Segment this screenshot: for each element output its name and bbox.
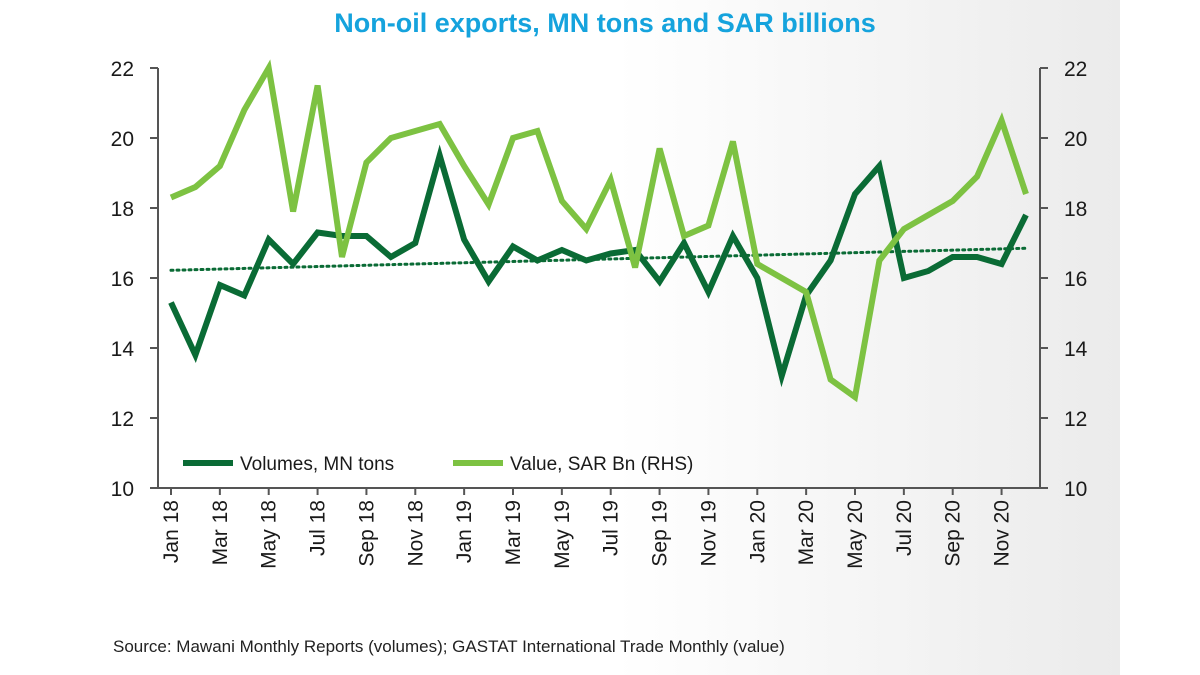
legend-label-volumes: Volumes, MN tons	[240, 454, 394, 475]
right-y-tick-label: 14	[1064, 338, 1088, 361]
x-tick-label: Sep 19	[649, 500, 672, 567]
x-tick-label: Nov 18	[404, 500, 427, 567]
series-line-value	[169, 59, 1029, 403]
right-y-tick-label: 16	[1064, 268, 1087, 291]
x-tick-label: Jan 19	[453, 500, 476, 563]
left-y-tick-label: 14	[111, 338, 135, 361]
series-layer	[168, 59, 1029, 403]
left-y-tick-label: 22	[111, 58, 134, 81]
x-tick-label: Jul 19	[600, 500, 623, 556]
x-tick-labels: Jan 18 Mar 18 May 18 Jul 18 Sep 18 Nov 18 Jan …	[160, 488, 1014, 569]
x-tick-label: Jan 20	[746, 500, 769, 563]
right-y-tick-labels: 10 12 14 16 18 20 22	[1040, 58, 1088, 501]
legend: Volumes, MN tons Value, SAR Bn (RHS)	[183, 454, 693, 475]
x-tick-label: Mar 18	[209, 500, 232, 565]
legend-label-value: Value, SAR Bn (RHS)	[510, 454, 693, 475]
x-tick-label: Sep 20	[942, 500, 965, 567]
x-tick-label: Jan 18	[160, 500, 183, 563]
right-y-tick-label: 10	[1064, 478, 1087, 501]
right-y-tick-label: 18	[1064, 198, 1087, 221]
right-y-tick-label: 12	[1064, 408, 1087, 431]
left-y-tick-label: 18	[111, 198, 134, 221]
left-y-tick-label: 16	[111, 268, 134, 291]
x-tick-label: Sep 18	[355, 500, 378, 567]
x-tick-label: Mar 19	[502, 500, 525, 565]
left-y-tick-labels: 10 12 14 16 18 20 22	[111, 58, 158, 501]
source-note: Source: Mawani Monthly Reports (volumes)…	[113, 637, 785, 656]
x-tick-label: Mar 20	[795, 500, 818, 565]
left-y-tick-label: 10	[111, 478, 134, 501]
left-y-tick-label: 20	[111, 128, 134, 151]
series-line-volumes	[168, 144, 1029, 388]
x-tick-label: Nov 20	[991, 500, 1014, 567]
x-tick-label: May 18	[258, 500, 281, 569]
right-y-tick-label: 20	[1064, 128, 1087, 151]
x-tick-label: May 19	[551, 500, 574, 569]
left-y-tick-label: 12	[111, 408, 134, 431]
x-tick-label: May 20	[844, 500, 867, 569]
right-y-tick-label: 22	[1064, 58, 1087, 81]
x-tick-label: Jul 18	[307, 500, 330, 556]
chart-title: Non-oil exports, MN tons and SAR billion…	[334, 8, 876, 38]
x-tick-label: Jul 20	[893, 500, 916, 556]
x-tick-label: Nov 19	[697, 500, 720, 567]
